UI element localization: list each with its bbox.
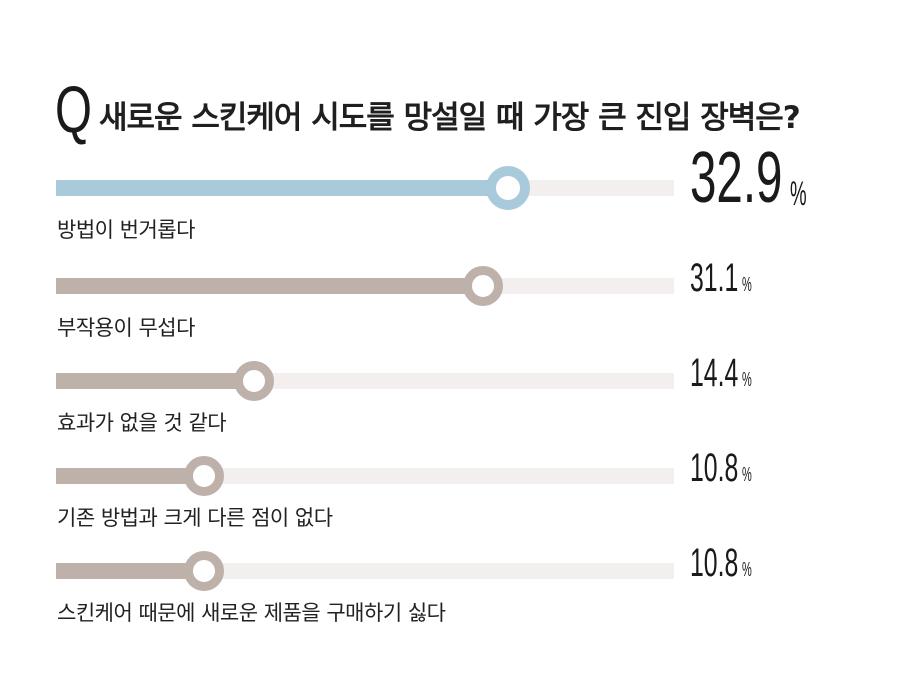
value-unit: % xyxy=(790,175,807,213)
bar-row: 효과가 없을 것 같다 14.4% xyxy=(0,353,900,455)
bar-end-marker xyxy=(485,166,530,210)
category-label: 스킨케어 때문에 새로운 제품을 구매하기 싫다 xyxy=(57,601,446,625)
bar-track xyxy=(56,166,674,210)
bar-track xyxy=(56,361,674,401)
question-mark-q: Q xyxy=(55,72,92,146)
bar-track xyxy=(56,551,674,591)
value-label: 10.8% xyxy=(690,543,760,583)
value-number: 10.8 xyxy=(690,541,739,585)
value-number: 32.9 xyxy=(690,138,783,218)
value-number: 10.8 xyxy=(690,446,739,490)
bar-track xyxy=(56,266,674,306)
question-text: 새로운 스킨케어 시도를 망설일 때 가장 큰 진입 장벽은? xyxy=(99,100,801,136)
bar-end-marker xyxy=(463,266,504,306)
bar-fill xyxy=(56,373,254,389)
category-label: 방법이 번거롭다 xyxy=(57,218,195,242)
value-unit: % xyxy=(741,559,752,581)
bar-fill xyxy=(56,180,508,196)
value-label: 10.8% xyxy=(690,448,760,488)
category-label: 효과가 없을 것 같다 xyxy=(57,411,227,435)
bar-row: 기존 방법과 크게 다른 점이 없다 10.8% xyxy=(0,448,900,550)
value-number: 31.1 xyxy=(690,256,739,300)
bar-row: 방법이 번거롭다 32.9% xyxy=(0,142,900,262)
bar-fill xyxy=(56,468,205,484)
value-unit: % xyxy=(741,464,752,486)
value-label: 14.4% xyxy=(690,353,760,393)
bar-fill xyxy=(56,278,484,294)
chart-title: Q 새로운 스킨케어 시도를 망설일 때 가장 큰 진입 장벽은? xyxy=(55,62,801,146)
bar-end-marker xyxy=(184,456,225,496)
bar-row: 부작용이 무섭다 31.1% xyxy=(0,258,900,360)
bar-fill xyxy=(56,563,205,579)
bar-end-marker xyxy=(233,361,274,401)
value-label: 31.1% xyxy=(690,258,760,298)
bar-track xyxy=(56,456,674,496)
value-unit: % xyxy=(741,369,752,391)
value-number: 14.4 xyxy=(690,351,739,395)
value-unit: % xyxy=(741,274,752,296)
category-label: 기존 방법과 크게 다른 점이 없다 xyxy=(57,506,333,530)
category-label: 부작용이 무섭다 xyxy=(57,316,195,340)
bar-end-marker xyxy=(184,551,225,591)
bar-row: 스킨케어 때문에 새로운 제품을 구매하기 싫다 10.8% xyxy=(0,543,900,645)
value-label: 32.9% xyxy=(690,142,820,214)
